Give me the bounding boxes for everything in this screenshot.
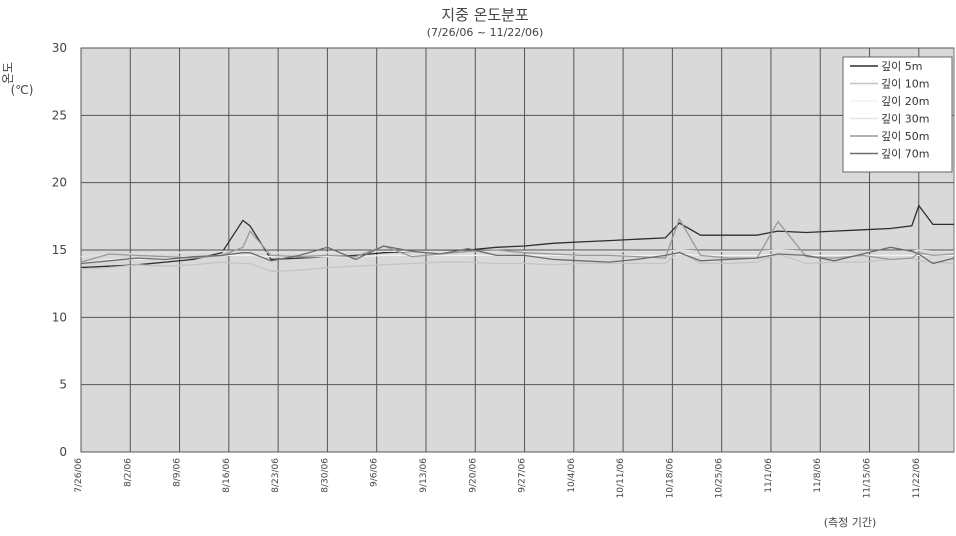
x-tick-label: 11/8/06 (813, 458, 823, 493)
y-tick-label: 30 (52, 41, 67, 55)
x-tick-label: 9/27/06 (518, 458, 528, 493)
legend-entry: 깊이 5m (881, 60, 922, 73)
y-tick-labels: 0 5 10 15 20 25 30 (52, 41, 67, 459)
legend-entry: 깊이 30m (881, 113, 929, 126)
legend-entry: 깊이 70m (881, 148, 929, 161)
x-tick-labels: 7/26/06 8/2/06 8/9/06 8/16/06 8/23/06 8/30/06… (74, 458, 922, 499)
x-tick-label: 8/9/06 (173, 458, 183, 487)
x-tick-label: 9/6/06 (370, 458, 380, 487)
legend-entry: 깊이 20m (881, 95, 929, 108)
y-axis-label: 온도 (1, 62, 15, 84)
x-tick-label: 9/20/06 (468, 458, 478, 493)
x-axis-label: (측정 기간) (824, 516, 877, 529)
y-axis-unit: (℃) (11, 83, 34, 97)
x-tick-label: 11/1/06 (764, 458, 774, 493)
x-tick-label: 8/2/06 (123, 458, 133, 487)
series-line-3 (80, 253, 954, 265)
y-tick-label: 15 (52, 243, 67, 257)
legend-entry: 깊이 10m (881, 78, 929, 91)
x-tick-label: 10/4/06 (567, 458, 577, 493)
chart-subtitle: (7/26/06 ~ 11/22/06) (427, 26, 544, 39)
y-tick-label: 10 (52, 310, 67, 324)
x-tick-label: 9/13/06 (419, 458, 429, 493)
y-tick-label: 25 (52, 108, 67, 122)
x-tick-label: 8/23/06 (271, 458, 281, 493)
series-lines (80, 204, 955, 273)
y-tick-label: 20 (52, 176, 67, 190)
x-tick-label: 7/26/06 (74, 458, 84, 493)
x-tick-label: 8/30/06 (320, 458, 330, 493)
x-tick-label: 11/22/06 (912, 458, 922, 499)
x-tick-label: 11/15/06 (863, 458, 873, 499)
series-line-6 (80, 245, 955, 265)
x-tick-label: 10/18/06 (665, 458, 675, 499)
legend-entry: 깊이 50m (881, 130, 929, 143)
y-tick-label: 5 (59, 378, 67, 392)
x-tick-label: 10/25/06 (715, 458, 725, 499)
chart-title: 지중 온도분포 (441, 6, 529, 24)
series-line-2 (80, 250, 955, 273)
series-line-4 (80, 249, 954, 258)
grid (80, 47, 954, 453)
x-tick-label: 8/16/06 (222, 458, 232, 493)
legend: 깊이 5m 깊이 10m 깊이 20m 깊이 30m 깊이 50m 깊이 70m (842, 56, 953, 173)
series-line-5 (80, 217, 955, 263)
x-tick-label: 10/11/06 (616, 458, 626, 499)
y-tick-label: 0 (59, 445, 67, 459)
series-line-1 (80, 204, 954, 269)
